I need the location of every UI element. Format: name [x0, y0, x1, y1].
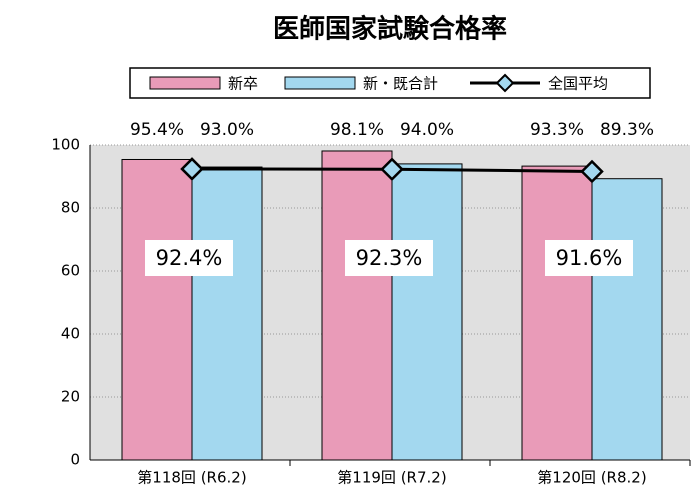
value-label: 93.3% [530, 120, 584, 140]
x-tick-label: 第120回 (R8.2) [537, 469, 646, 487]
value-label: 93.0% [200, 120, 254, 140]
value-label: 98.1% [330, 120, 384, 140]
legend-label: 全国平均 [548, 75, 608, 93]
y-tick-label: 0 [70, 451, 80, 469]
line-value-label: 91.6% [556, 246, 623, 270]
value-label: 89.3% [600, 120, 654, 140]
marker [580, 159, 604, 184]
legend-label: 新・既合計 [363, 75, 438, 93]
label-box [145, 240, 233, 276]
bar [521, 165, 593, 461]
y-tick-label: 20 [61, 388, 80, 406]
line-value-label: 92.4% [156, 246, 223, 270]
value-label: 95.4% [130, 120, 184, 140]
label-box [345, 240, 433, 276]
y-tick-label: 100 [51, 136, 80, 154]
marker [380, 157, 404, 182]
chart-title: 医師国家試験合格率 [273, 14, 507, 45]
value-label: 94.0% [400, 120, 454, 140]
x-tick-label: 第118回 (R6.2) [137, 469, 246, 487]
bar [121, 158, 193, 461]
bar [321, 150, 393, 461]
legend-marker [495, 73, 515, 93]
bar [191, 166, 263, 461]
y-tick-label: 80 [61, 199, 80, 217]
marker [180, 157, 204, 181]
y-tick-label: 40 [61, 325, 80, 343]
legend-swatch [284, 76, 356, 90]
y-tick-label: 60 [61, 262, 80, 280]
bar [391, 163, 463, 461]
bar [591, 178, 663, 461]
legend-label: 新卒 [228, 75, 258, 93]
legend-swatch [149, 76, 221, 90]
label-box [545, 240, 633, 276]
line-value-label: 92.3% [356, 246, 423, 270]
x-tick-label: 第119回 (R7.2) [337, 469, 446, 487]
